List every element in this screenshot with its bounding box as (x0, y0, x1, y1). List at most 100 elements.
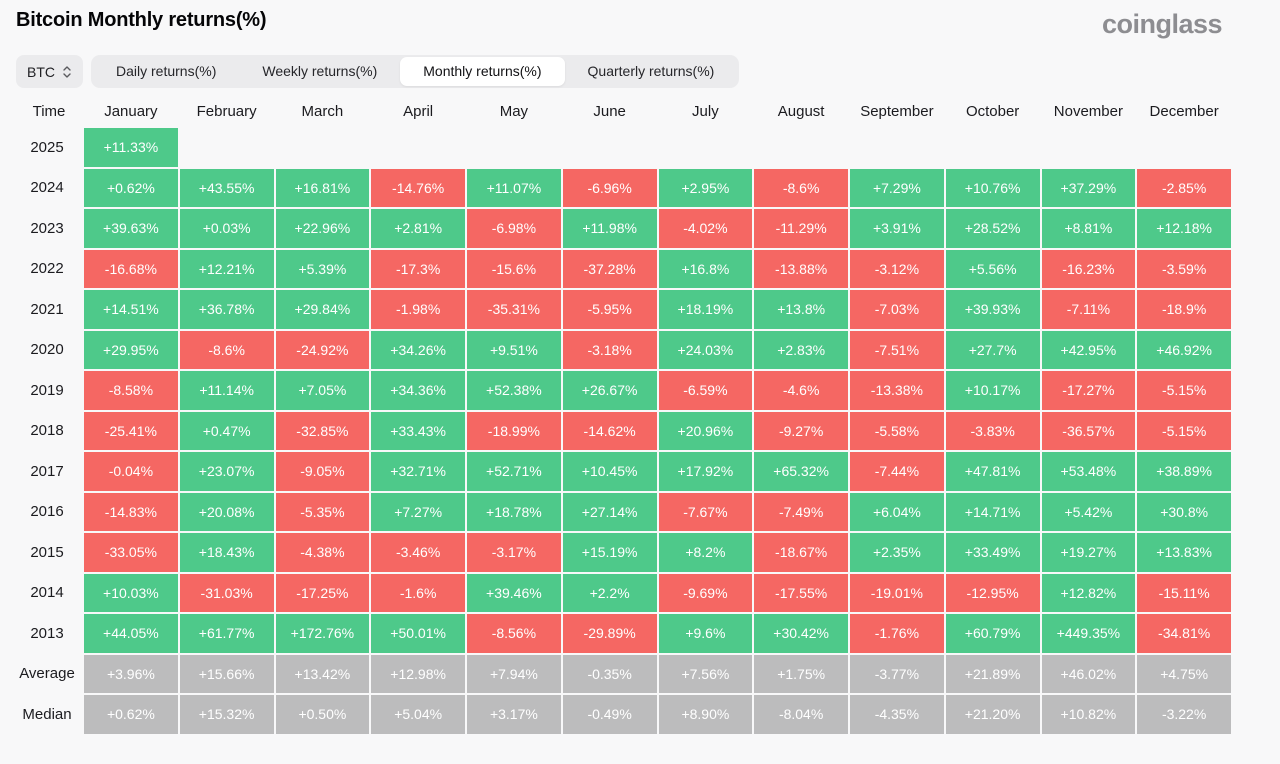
return-cell: +9.51% (467, 330, 561, 369)
return-cell: -3.83% (945, 411, 1040, 450)
return-cell: +12.18% (1137, 209, 1231, 248)
return-cell: +16.81% (275, 168, 370, 207)
controls-bar: BTC Daily returns(%) Weekly returns(%) M… (16, 55, 1280, 88)
return-cell: -5.95% (562, 290, 657, 329)
row-label: 2023 (30, 219, 64, 237)
return-cell: +53.48% (1041, 452, 1136, 491)
return-cell: -7.51% (850, 330, 944, 369)
column-header: May (499, 102, 529, 120)
return-cell: -5.15% (1137, 411, 1231, 450)
return-cell: +24.03% (658, 330, 753, 369)
return-cell: +4.75% (1137, 654, 1231, 693)
return-cell: +18.43% (179, 533, 274, 572)
page-title: Bitcoin Monthly returns(%) (16, 9, 267, 31)
return-cell: +8.81% (1041, 209, 1136, 248)
tab-quarterly-returns[interactable]: Quarterly returns(%) (587, 63, 715, 79)
return-cell: -19.01% (850, 573, 944, 612)
return-cell: -6.98% (467, 209, 561, 248)
return-cell: +12.21% (179, 249, 274, 288)
return-cell (850, 128, 944, 167)
return-cell: +5.04% (371, 695, 465, 734)
row-label: 2016 (30, 503, 64, 521)
tab-monthly-returns[interactable]: Monthly returns(%) (400, 57, 565, 86)
return-cell: -14.76% (371, 168, 465, 207)
return-cell: -17.27% (1041, 371, 1136, 410)
row-label: 2017 (30, 462, 64, 480)
return-cell: -13.38% (850, 371, 944, 410)
row-label: Average (19, 665, 75, 683)
row-label: Median (22, 705, 72, 723)
return-cell: -14.62% (562, 411, 657, 450)
return-cell: +0.03% (179, 209, 274, 248)
return-cell: -35.31% (467, 290, 561, 329)
tab-daily-returns[interactable]: Daily returns(%) (116, 63, 217, 79)
return-cell: -16.23% (1041, 249, 1136, 288)
return-cell: -9.69% (658, 573, 753, 612)
return-cell (1042, 128, 1136, 167)
row-label: 2014 (30, 584, 64, 602)
return-cell: +46.92% (1137, 330, 1231, 369)
return-cell: +29.95% (84, 330, 178, 369)
return-cell: -1.76% (850, 614, 944, 653)
tab-weekly-returns[interactable]: Weekly returns(%) (262, 63, 378, 79)
return-cell: -14.83% (84, 492, 178, 531)
return-cell: +3.96% (84, 654, 178, 693)
return-cell: +10.03% (84, 573, 178, 612)
return-cell: +14.71% (945, 492, 1040, 531)
return-cell: -7.67% (658, 492, 753, 531)
return-cell: +34.26% (371, 330, 465, 369)
return-cell: -8.6% (754, 168, 848, 207)
return-cell: +50.01% (371, 614, 465, 653)
return-cell: +61.77% (179, 614, 274, 653)
column-header: Time (32, 102, 66, 120)
return-cell: +32.71% (371, 452, 465, 491)
return-cell: -1.6% (371, 573, 465, 612)
return-cell: +13.8% (754, 290, 848, 329)
return-cell: -7.44% (850, 452, 944, 491)
return-cell: -33.05% (84, 533, 178, 572)
coin-selector[interactable]: BTC (16, 55, 83, 88)
return-cell: +60.79% (945, 614, 1040, 653)
return-cell: +7.27% (371, 492, 465, 531)
return-cell: +27.7% (945, 330, 1040, 369)
return-cell: +15.19% (562, 533, 657, 572)
return-cell: +44.05% (84, 614, 178, 653)
return-cell: +18.19% (658, 290, 753, 329)
return-cell: +172.76% (275, 614, 370, 653)
return-cell: -9.27% (754, 411, 848, 450)
return-cell: -6.59% (658, 371, 753, 410)
return-cell: +3.17% (467, 695, 561, 734)
column-header: April (403, 102, 434, 120)
return-cell: -3.18% (562, 330, 657, 369)
return-cell: +30.8% (1137, 492, 1231, 531)
return-cell: +10.82% (1041, 695, 1136, 734)
return-cell: +8.2% (658, 533, 753, 572)
return-cell: +37.29% (1041, 168, 1136, 207)
return-cell: +30.42% (754, 614, 848, 653)
return-cell: -3.77% (850, 654, 944, 693)
return-cell: -9.05% (275, 452, 370, 491)
return-cell: +11.14% (179, 371, 274, 410)
return-cell: +11.98% (562, 209, 657, 248)
return-cell: +36.78% (179, 290, 274, 329)
row-label: 2022 (30, 260, 64, 278)
return-cell: +19.27% (1041, 533, 1136, 572)
return-cell: +27.14% (562, 492, 657, 531)
column-header: August (777, 102, 825, 120)
return-cell (467, 128, 561, 167)
return-cell: +16.8% (658, 249, 753, 288)
return-cell: +15.32% (179, 695, 274, 734)
return-cell: -13.88% (754, 249, 848, 288)
return-cell: -8.56% (467, 614, 561, 653)
return-cell: +43.55% (179, 168, 274, 207)
return-cell: -29.89% (562, 614, 657, 653)
interval-tab-group: Daily returns(%) Weekly returns(%) Month… (91, 55, 740, 88)
return-cell: +39.63% (84, 209, 178, 248)
row-label: 2025 (30, 138, 64, 156)
return-cell: -6.96% (562, 168, 657, 207)
return-cell: +2.35% (850, 533, 944, 572)
return-cell: +449.35% (1041, 614, 1136, 653)
return-cell: +21.89% (945, 654, 1040, 693)
return-cell: -18.67% (754, 533, 848, 572)
column-header: December (1149, 102, 1219, 120)
